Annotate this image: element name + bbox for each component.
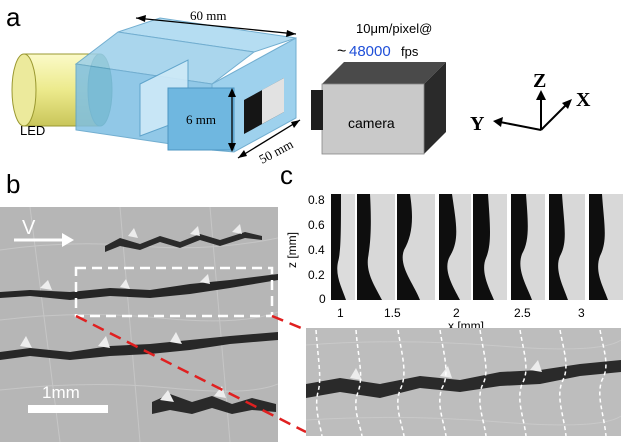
panel-c-y-tick: 0.6 xyxy=(308,218,325,232)
panel-c-y-tick: 0 xyxy=(319,292,326,306)
panel-label-c: c xyxy=(280,160,293,190)
dim-length-line xyxy=(135,17,297,35)
zoom-region xyxy=(74,266,274,318)
panel-c-y-axis-label: z [mm] xyxy=(285,232,299,268)
axis-z-label: Z xyxy=(533,70,546,92)
dim-depth-line xyxy=(237,119,301,159)
panel-c-y-tick: 0.2 xyxy=(308,268,325,282)
panel-c-x-tick: 2 xyxy=(453,306,460,320)
panel-label-b: b xyxy=(6,169,20,199)
panel-c-x-tick: 1.5 xyxy=(384,306,401,320)
axes-3d xyxy=(493,90,572,131)
velocity-label: V xyxy=(22,217,36,239)
panel-c-x-tick: 3 xyxy=(578,306,585,320)
axis-x-label: X xyxy=(576,89,591,111)
zoom-connector-lower xyxy=(75,314,307,434)
led-label: LED xyxy=(20,123,45,138)
panel-c-x-tick: 2.5 xyxy=(514,306,531,320)
panel-c-x-tick: 1 xyxy=(337,306,344,320)
zoomed-crack-image xyxy=(306,328,621,436)
flow-cell xyxy=(74,17,297,153)
flow-cell-front-block xyxy=(167,87,235,151)
dim-length-label: 60 mm xyxy=(190,8,226,23)
camera-label: camera xyxy=(348,115,395,131)
scale-bar-label: 1mm xyxy=(42,383,80,402)
camera xyxy=(311,62,446,155)
fps-value: 48000 xyxy=(349,43,391,60)
panel-c-y-tick: 0.8 xyxy=(308,193,325,207)
crack-front-strips xyxy=(331,194,623,300)
dim-height-label: 6 mm xyxy=(186,112,216,127)
crack-micrograph xyxy=(0,207,278,442)
zoom-connector-upper xyxy=(271,314,307,332)
fps-unit: fps xyxy=(401,44,419,59)
resolution-text: 10μm/pixel@ xyxy=(356,21,432,36)
axis-y-label: Y xyxy=(470,113,485,135)
panel-c-y-tick: 0.4 xyxy=(308,243,325,257)
scale-bar xyxy=(28,405,108,413)
fps-tilde: ~ xyxy=(337,43,346,60)
panel-label-a: a xyxy=(6,2,21,32)
